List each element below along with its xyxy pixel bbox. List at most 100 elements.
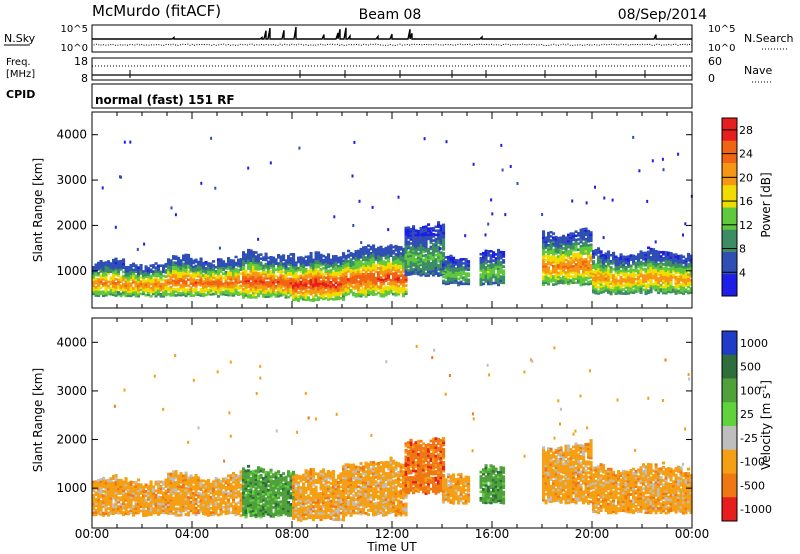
heatmap-cell — [232, 269, 236, 273]
heatmap-cell — [162, 293, 166, 296]
heatmap-cell — [124, 276, 128, 279]
heatmap-cell — [182, 509, 186, 513]
heatmap-cell — [92, 511, 96, 515]
heatmap-cell — [654, 268, 658, 271]
heatmap-cell — [664, 269, 668, 272]
heatmap-cell — [584, 233, 588, 237]
heatmap-cell — [354, 266, 358, 270]
heatmap-cell — [664, 285, 668, 289]
heatmap-cell — [627, 288, 631, 291]
heatmap-cell — [369, 258, 373, 261]
heatmap-cell — [644, 272, 648, 275]
heatmap-cell — [302, 261, 306, 264]
heatmap-cell — [189, 494, 193, 497]
heatmap-cell — [689, 256, 693, 260]
heatmap-cell — [147, 267, 151, 270]
heatmap-cell — [257, 276, 261, 279]
heatmap-cell — [482, 256, 486, 259]
heatmap-cell — [377, 273, 381, 276]
heatmap-cell — [379, 268, 383, 271]
heatmap-cell — [104, 505, 108, 509]
heatmap-cell — [552, 250, 556, 254]
heatmap-cell — [432, 271, 436, 275]
heatmap-cell — [429, 233, 433, 236]
heatmap-cell — [157, 286, 161, 290]
heatmap-cell — [669, 282, 673, 286]
heatmap-cell — [277, 268, 281, 271]
heatmap-cell — [107, 498, 111, 502]
heatmap-cell — [279, 263, 283, 267]
heatmap-cell — [284, 273, 288, 277]
heatmap-cell — [567, 237, 571, 241]
heatmap-cell — [212, 489, 216, 492]
heatmap-cell — [652, 254, 656, 257]
heatmap-cell — [254, 261, 258, 264]
heatmap-cell — [479, 265, 483, 268]
heatmap-cell — [132, 262, 136, 266]
heatmap-cell — [327, 296, 331, 299]
heatmap-cell — [417, 232, 421, 235]
heatmap-cell — [242, 255, 246, 258]
heatmap-cell — [619, 279, 623, 283]
heatmap-cell — [677, 152, 680, 156]
heatmap-cell — [299, 260, 303, 263]
heatmap-cell — [194, 283, 198, 286]
heatmap-cell — [479, 263, 483, 266]
heatmap-cell — [324, 284, 328, 288]
heatmap-cell — [357, 270, 361, 273]
heatmap-cell — [604, 279, 608, 282]
heatmap-cell — [159, 282, 163, 286]
heatmap-cell — [334, 281, 338, 285]
heatmap-cell — [154, 290, 158, 294]
heatmap-cell — [222, 290, 226, 294]
heatmap-cell — [242, 279, 246, 283]
heatmap-cell — [172, 261, 176, 264]
heatmap-cell — [209, 278, 213, 282]
heatmap-cell — [567, 260, 571, 263]
heatmap-cell — [199, 261, 203, 265]
heatmap-cell — [229, 279, 233, 283]
heatmap-cell — [182, 293, 186, 296]
heatmap-cell — [389, 266, 393, 270]
heatmap-cell — [574, 267, 578, 270]
heatmap-cell — [637, 265, 641, 268]
heatmap-cell — [284, 296, 288, 299]
heatmap-cell — [614, 261, 618, 265]
heatmap-cell — [447, 266, 451, 269]
heatmap-cell — [234, 274, 238, 277]
heatmap-cell — [337, 283, 341, 286]
heatmap-cell — [312, 277, 316, 280]
heatmap-cell — [542, 279, 546, 282]
heatmap-cell — [129, 274, 133, 277]
heatmap-cell — [142, 290, 146, 294]
heatmap-cell — [232, 265, 236, 269]
heatmap-cell — [167, 496, 171, 500]
heatmap-cell — [227, 277, 231, 281]
heatmap-cell — [609, 290, 613, 294]
heatmap-cell — [347, 268, 351, 271]
heatmap-cell — [372, 279, 376, 282]
heatmap-cell — [567, 276, 571, 280]
heatmap-cell — [554, 246, 558, 249]
heatmap-cell — [139, 264, 143, 267]
heatmap-cell — [232, 290, 236, 293]
heatmap-cell — [269, 280, 273, 284]
heatmap-cell — [574, 256, 578, 260]
heatmap-cell — [122, 484, 126, 488]
heatmap-cell — [227, 289, 231, 293]
heatmap-cell — [332, 279, 336, 283]
heatmap-cell — [102, 479, 106, 482]
heatmap-cell — [139, 270, 143, 273]
heatmap-cell — [569, 232, 573, 235]
heatmap-cell — [159, 511, 163, 515]
heatmap-cell — [149, 506, 153, 510]
heatmap-cell — [112, 283, 116, 286]
heatmap-cell — [369, 268, 373, 271]
heatmap-cell — [197, 270, 201, 274]
heatmap-cell — [112, 485, 116, 489]
heatmap-cell — [284, 279, 288, 283]
heatmap-cell — [117, 507, 121, 511]
heatmap-cell — [634, 286, 638, 289]
heatmap-cell — [137, 493, 141, 497]
